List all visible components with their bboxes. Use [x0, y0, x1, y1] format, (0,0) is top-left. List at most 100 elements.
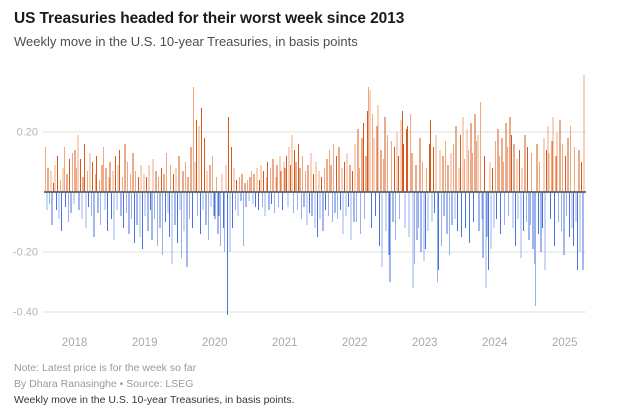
- bar-negative: [133, 192, 135, 243]
- bar-negative: [370, 192, 372, 228]
- bar-negative: [350, 192, 352, 240]
- bar-positive: [513, 144, 515, 192]
- bar-positive: [119, 150, 121, 192]
- bar-positive: [211, 156, 213, 192]
- bar-negative: [162, 192, 164, 255]
- bar-positive: [225, 165, 227, 192]
- bar-negative: [282, 192, 284, 210]
- bar-positive: [283, 162, 285, 192]
- bar-negative: [70, 192, 72, 213]
- bar-positive: [338, 147, 340, 192]
- bar-positive: [435, 135, 437, 192]
- bar-negative: [197, 192, 199, 216]
- bar-negative: [520, 192, 522, 258]
- bar-negative: [554, 192, 556, 246]
- bar-negative: [317, 192, 319, 237]
- bar-positive: [304, 171, 306, 192]
- y-tick-label: 0.20: [17, 127, 38, 139]
- bar-positive: [92, 162, 94, 192]
- bar-negative: [523, 192, 525, 231]
- bar-positive: [170, 165, 172, 192]
- bar-positive: [203, 138, 205, 192]
- bar-positive: [102, 147, 104, 192]
- bar-positive: [552, 117, 554, 192]
- bar-negative: [292, 192, 294, 213]
- bar-negative: [136, 192, 138, 225]
- bar-negative: [490, 192, 492, 249]
- bar-negative: [242, 192, 244, 246]
- bar-positive: [323, 168, 325, 192]
- bar-negative: [529, 192, 531, 225]
- bar-negative: [389, 192, 391, 282]
- bar-positive: [251, 171, 253, 192]
- bar-positive: [498, 156, 500, 192]
- bar-positive: [310, 153, 312, 192]
- bar-positive: [578, 150, 580, 192]
- bar-negative: [446, 192, 448, 234]
- bar-negative: [255, 192, 257, 207]
- bar-negative: [322, 192, 324, 231]
- bar-positive: [195, 120, 197, 192]
- bar-positive: [547, 126, 549, 192]
- bar-positive: [249, 177, 251, 192]
- bar-positive: [548, 153, 550, 192]
- bar-positive: [288, 147, 290, 192]
- bar-positive: [536, 144, 538, 192]
- bar-positive: [492, 168, 494, 192]
- bar-negative: [217, 192, 219, 234]
- bar-positive: [411, 153, 413, 192]
- bar-negative: [448, 192, 450, 255]
- bar-negative: [481, 192, 483, 219]
- bar-positive: [253, 174, 255, 192]
- bar-negative: [189, 192, 191, 219]
- bar-positive: [101, 165, 103, 192]
- bar-negative: [113, 192, 115, 240]
- bar-negative: [85, 192, 87, 228]
- bar-negative: [528, 192, 530, 240]
- bar-positive: [559, 120, 561, 192]
- bar-negative: [342, 192, 344, 234]
- bar-negative: [469, 192, 471, 243]
- bar-positive: [484, 156, 485, 192]
- bar-positive: [502, 162, 504, 192]
- bar-negative: [319, 192, 321, 219]
- bar-positive: [466, 129, 468, 192]
- bar-negative: [168, 192, 170, 237]
- bar-negative: [566, 192, 568, 216]
- bar-positive: [86, 171, 88, 192]
- bar-positive: [295, 162, 297, 192]
- bar-positive: [551, 141, 553, 192]
- bar-positive: [312, 174, 314, 192]
- bar-positive: [84, 144, 86, 192]
- bar-positive: [307, 165, 309, 192]
- bar-positive: [187, 177, 189, 192]
- bar-positive: [432, 147, 434, 192]
- bar-negative: [183, 192, 185, 231]
- bar-negative: [572, 192, 574, 246]
- bar-negative: [151, 192, 153, 240]
- bar-positive: [329, 150, 331, 192]
- bar-negative: [560, 192, 562, 231]
- bar-positive: [368, 87, 370, 192]
- bar-positive: [140, 165, 142, 192]
- bar-negative: [454, 192, 456, 219]
- bar-positive: [50, 171, 52, 192]
- bar-positive: [409, 114, 411, 192]
- bar-negative: [73, 192, 75, 204]
- bar-negative: [535, 192, 537, 306]
- bar-negative: [222, 192, 224, 228]
- bar-positive: [352, 171, 354, 192]
- bar-positive: [143, 174, 145, 192]
- bar-positive: [380, 150, 382, 192]
- bar-positive: [129, 174, 131, 192]
- bar-positive: [362, 123, 364, 192]
- bar-positive: [178, 156, 180, 192]
- bar-positive: [216, 177, 218, 192]
- bar-negative: [512, 192, 514, 228]
- bar-positive: [391, 141, 393, 192]
- bar-positive: [284, 168, 286, 192]
- bar-negative: [436, 192, 438, 282]
- bar-positive: [267, 162, 269, 192]
- bar-negative: [500, 192, 502, 234]
- bar-positive: [221, 174, 223, 192]
